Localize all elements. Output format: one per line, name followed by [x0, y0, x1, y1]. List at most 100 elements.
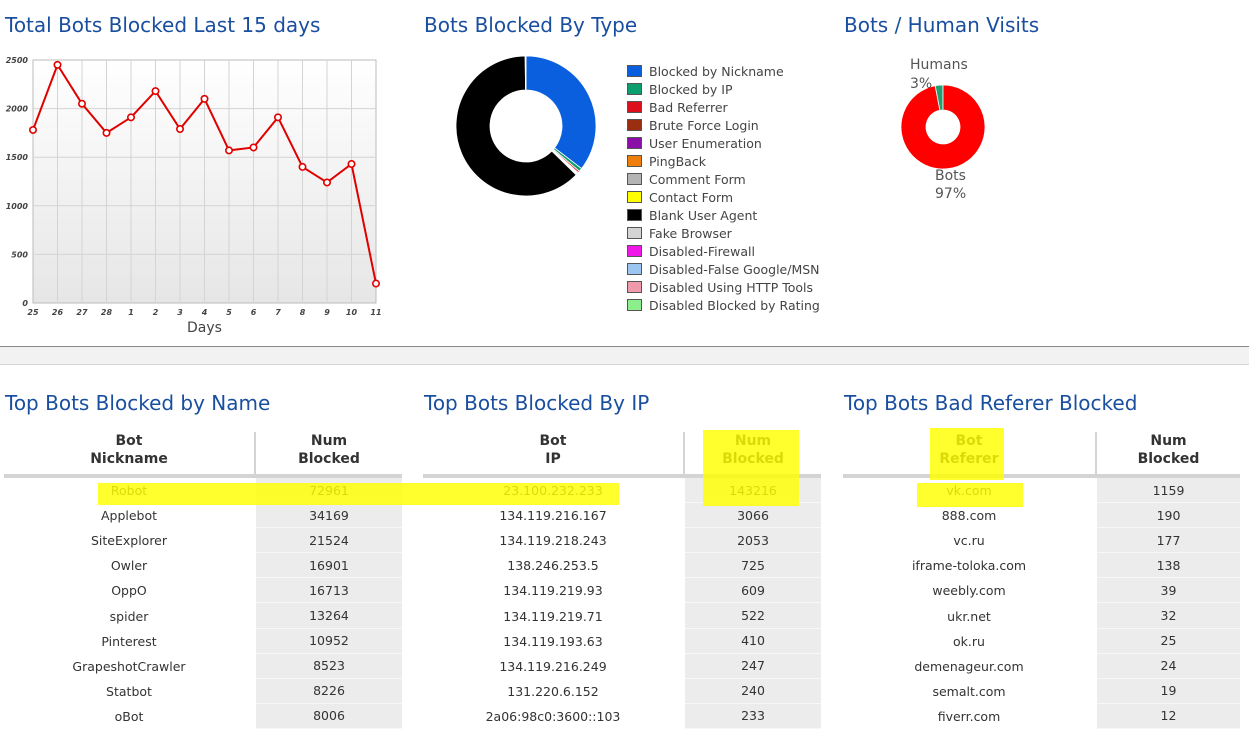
column-header-line: Blocked [298, 451, 360, 467]
highlight-top-row-mark [98, 483, 619, 505]
count-cell: 32 [1097, 603, 1240, 629]
legend-label: User Enumeration [649, 135, 762, 151]
table-row: 134.119.219.71 522 [423, 603, 821, 629]
x-axis-label: Days [187, 320, 222, 336]
table-row: vk.com1159 [843, 478, 1240, 504]
legend-item: Blocked by IP [627, 80, 820, 98]
count-cell: 3066 [685, 503, 821, 529]
count-cell: 25 [1097, 628, 1240, 654]
count-cell: 247 [685, 653, 821, 679]
count-cell: 21524 [256, 528, 402, 554]
legend-item: Blank User Agent [627, 206, 820, 224]
bot-cell: iframe-toloka.com [843, 553, 1097, 579]
count-cell: 24 [1097, 653, 1240, 679]
count-cell: 19 [1097, 678, 1240, 704]
bots-label: Bots [935, 168, 966, 184]
data-point [322, 178, 331, 187]
x-tick-label: 2 [153, 308, 159, 317]
table-row: 134.119.216.167 3066 [423, 503, 821, 529]
bot-cell: Statbot [4, 678, 256, 704]
legend-swatch [627, 173, 642, 185]
bot-cell: OppO [4, 578, 256, 604]
legend-label: Bad Referrer [649, 99, 728, 115]
x-tick-label: 11 [370, 308, 381, 317]
legend-item: Comment Form [627, 170, 820, 188]
x-tick-label: 9 [324, 308, 330, 317]
column-header-line: Nickname [90, 451, 168, 467]
bot-cell: ukr.net [843, 603, 1097, 629]
data-point [371, 279, 380, 288]
table-row: iframe-toloka.com 138 [843, 553, 1240, 579]
table-row: SiteExplorer 21524 [4, 528, 402, 554]
table-row: 138.246.253.5 725 [423, 553, 821, 579]
table-row: GrapeshotCrawler 8523 [4, 653, 402, 679]
data-point [127, 113, 136, 122]
count-cell: 10952 [256, 628, 402, 654]
bot-cell: oBot [4, 703, 256, 729]
table-row: 888.com 190 [843, 503, 1240, 529]
x-tick-label: 28 [101, 308, 113, 317]
count-cell: 39 [1097, 578, 1240, 604]
count-cell: 1159 [1097, 478, 1240, 504]
table-row: semalt.com 19 [843, 678, 1240, 704]
legend-item: Bad Referrer [627, 98, 820, 116]
column-header[interactable]: Num Blocked [1097, 432, 1240, 478]
table-row: weebly.com 39 [843, 578, 1240, 604]
bots-by-type-donut [455, 55, 597, 197]
legend-item: Blocked by Nickname [627, 62, 820, 80]
bots-percent: 97% [935, 186, 966, 202]
x-tick-label: 8 [300, 308, 306, 317]
legend-item: Contact Form [627, 188, 820, 206]
legend-item: Disabled-Firewall [627, 242, 820, 260]
table-row: 2a06:98c0:3600::103 233 [423, 703, 821, 729]
column-header[interactable]: Bot Nickname [4, 432, 256, 478]
data-point [151, 87, 160, 96]
legend-swatch [627, 191, 642, 203]
count-cell: 8006 [256, 703, 402, 729]
column-header-line: Num [1150, 433, 1187, 449]
count-cell: 8523 [256, 653, 402, 679]
legend-label: Comment Form [649, 171, 746, 187]
count-cell: 2053 [685, 528, 821, 554]
x-tick-label: 1 [128, 308, 134, 317]
x-tick-label: 26 [52, 308, 64, 317]
table-row: 131.220.6.152 240 [423, 678, 821, 704]
y-tick-label: 1500 [6, 153, 29, 162]
count-cell: 410 [685, 628, 821, 654]
bot-cell: 134.119.216.249 [423, 653, 685, 679]
table-referer-title: Top Bots Bad Referer Blocked [844, 391, 1138, 415]
bot-cell: 2a06:98c0:3600::103 [423, 703, 685, 729]
table-row: Statbot 8226 [4, 678, 402, 704]
column-header[interactable]: Num Blocked [256, 432, 402, 478]
bot-cell: ok.ru [843, 628, 1097, 654]
x-tick-label: 27 [76, 308, 88, 317]
y-tick-label: 2000 [6, 105, 29, 114]
x-tick-label: 5 [226, 308, 232, 317]
count-cell: 16901 [256, 553, 402, 579]
x-tick-label: 25 [27, 308, 39, 317]
x-tick-label: 6 [251, 308, 257, 317]
x-tick-label: 3 [177, 308, 183, 317]
table-row: 134.119.193.63 410 [423, 628, 821, 654]
bot-cell: fiverr.com [843, 703, 1097, 729]
y-tick-label: 1000 [6, 202, 29, 211]
legend-label: Blocked by Nickname [649, 63, 784, 79]
legend-label: Brute Force Login [649, 117, 759, 133]
column-header[interactable]: Bot IP [423, 432, 685, 478]
legend-swatch [627, 299, 642, 311]
count-cell: 16713 [256, 578, 402, 604]
humans-percent: 3% [910, 76, 932, 92]
table-row: demenageur.com 24 [843, 653, 1240, 679]
count-cell: 12 [1097, 703, 1240, 729]
table-row: fiverr.com 12 [843, 703, 1240, 729]
legend-item: User Enumeration [627, 134, 820, 152]
x-tick-label: 4 [201, 308, 208, 317]
donut-slice-type-8 [455, 55, 577, 197]
top-bots-by-name-table: BotNicknameNumBlockedRobot72961Applebot3… [4, 432, 402, 729]
bot-cell: weebly.com [843, 578, 1097, 604]
column-header-line: Num [310, 433, 348, 449]
legend-label: Disabled-False Google/MSN [649, 261, 820, 277]
bot-cell: 888.com [843, 503, 1097, 529]
legend-swatch [627, 137, 642, 149]
column-header-line: Bot [115, 433, 143, 449]
